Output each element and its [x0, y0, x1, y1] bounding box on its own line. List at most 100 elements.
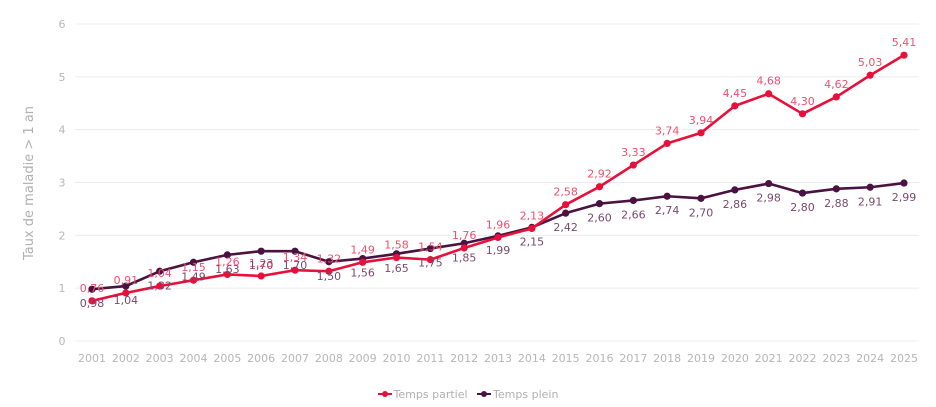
- data-label: 2,58: [553, 186, 578, 199]
- data-label: 5,41: [892, 36, 917, 49]
- data-label: 3,94: [689, 114, 714, 127]
- legend-label: Temps plein: [493, 387, 559, 401]
- y-tick-label: 4: [59, 124, 66, 137]
- data-point: [291, 266, 299, 274]
- x-tick-label: 2002: [112, 352, 140, 365]
- data-point: [562, 201, 570, 209]
- legend-item-temps-plein[interactable]: Temps plein: [477, 388, 558, 401]
- data-point: [731, 186, 739, 194]
- data-label: 1,75: [418, 257, 443, 270]
- data-point: [88, 297, 96, 305]
- x-tick-label: 2006: [247, 352, 275, 365]
- y-axis-label: Taux de maladie > 1 an: [22, 106, 37, 261]
- data-label: 0,98: [80, 297, 105, 310]
- data-point: [832, 93, 840, 101]
- y-tick-label: 6: [59, 18, 66, 31]
- legend-item-temps-partiel[interactable]: Temps partiel: [377, 387, 468, 401]
- data-label: 1,54: [418, 241, 443, 254]
- data-label: 1,23: [249, 257, 274, 270]
- data-label: 2,88: [824, 197, 849, 210]
- data-point: [189, 258, 198, 266]
- x-tick-label: 2015: [552, 352, 580, 365]
- data-label: 2,66: [621, 208, 646, 221]
- data-point: [731, 102, 739, 110]
- data-point: [765, 179, 773, 188]
- y-tick-label: 1: [59, 282, 66, 295]
- data-label: 4,30: [790, 95, 815, 108]
- data-label: 2,86: [723, 198, 748, 211]
- y-tick-label: 5: [59, 71, 66, 84]
- data-label: 2,92: [587, 168, 612, 181]
- x-tick-label: 2019: [687, 352, 715, 365]
- data-point: [426, 256, 434, 264]
- data-label: 1,63: [215, 263, 240, 276]
- x-tick-label: 2014: [518, 352, 546, 365]
- data-label: 1,26: [215, 255, 240, 268]
- data-point: [629, 196, 637, 205]
- data-label: 3,74: [655, 124, 680, 137]
- data-point: [832, 185, 840, 193]
- x-tick-label: 2011: [416, 352, 444, 365]
- data-labels-group: 0,76 0,91 1,04 1,15 1,26 1,23 1,34 1,32 1,49 1,58…: [80, 36, 917, 310]
- x-tick-label: 2004: [180, 352, 208, 365]
- data-label: 3,33: [621, 146, 646, 159]
- y-tick-label: 2: [59, 229, 66, 242]
- x-tick-label: 2018: [653, 352, 681, 365]
- legend-marker-icon: [377, 391, 392, 397]
- data-label: 4,45: [723, 87, 748, 100]
- data-label: 5,03: [858, 56, 883, 69]
- x-axis-ticks: 2001 2002 2003 2004 2005 2006 2007 2008 2009 2010…: [78, 352, 918, 365]
- x-tick-label: 2022: [789, 352, 817, 365]
- x-tick-label: 2023: [822, 352, 850, 365]
- data-label: 2,70: [689, 206, 714, 219]
- legend-label: Temps partiel: [393, 387, 468, 401]
- data-label: 1,96: [486, 218, 511, 231]
- data-label: 1,15: [181, 261, 206, 274]
- x-tick-label: 2003: [146, 352, 174, 365]
- data-label: 0,76: [80, 282, 105, 295]
- data-label: 1,32: [317, 252, 342, 265]
- data-label: 2,13: [520, 209, 545, 222]
- x-tick-label: 2008: [315, 352, 343, 365]
- data-point: [663, 192, 671, 200]
- data-point: [460, 244, 468, 252]
- data-point: [426, 244, 434, 253]
- x-tick-label: 2001: [78, 352, 106, 365]
- data-point: [798, 189, 807, 197]
- y-tick-label: 0: [59, 335, 66, 348]
- data-label: 4,62: [824, 78, 849, 91]
- x-tick-label: 2007: [281, 352, 309, 365]
- data-point: [765, 90, 773, 98]
- data-point: [798, 110, 807, 118]
- data-label: 2,74: [655, 204, 680, 217]
- y-tick-label: 3: [59, 177, 66, 190]
- data-label: 1,49: [181, 270, 206, 283]
- x-tick-label: 2021: [755, 352, 783, 365]
- data-point: [392, 253, 401, 262]
- data-point: [595, 200, 604, 208]
- data-point: [325, 267, 333, 275]
- data-label: 0,91: [114, 274, 139, 287]
- x-tick-label: 2010: [383, 352, 411, 365]
- data-point: [900, 51, 908, 59]
- legend-marker-icon: [477, 391, 492, 397]
- data-label: 1,49: [350, 243, 375, 256]
- data-point: [122, 289, 130, 297]
- data-point: [223, 270, 231, 279]
- data-label: 2,15: [520, 235, 545, 248]
- data-label: 1,85: [452, 251, 477, 264]
- data-point: [866, 183, 874, 191]
- data-point: [257, 247, 265, 255]
- data-point: [223, 251, 231, 259]
- x-tick-label: 2024: [856, 352, 884, 365]
- data-label: 1,04: [147, 267, 172, 280]
- x-tick-label: 2017: [619, 352, 647, 365]
- data-point: [528, 224, 536, 233]
- x-tick-label: 2016: [586, 352, 614, 365]
- data-point: [494, 233, 502, 242]
- data-point: [257, 272, 265, 280]
- data-label: 1,32: [147, 279, 172, 292]
- data-point: [156, 282, 164, 290]
- x-tick-label: 2005: [213, 352, 241, 365]
